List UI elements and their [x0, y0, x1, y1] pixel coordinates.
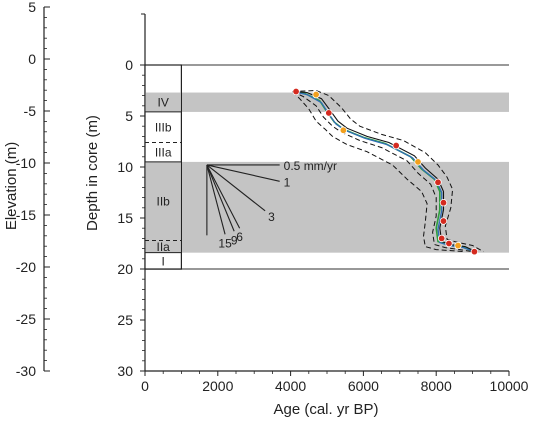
lithology-unit-label: IIIa [155, 146, 172, 160]
lithology-unit-fill [145, 240, 181, 253]
dated-sample-point [445, 239, 453, 248]
dated-sample-point [470, 247, 479, 256]
dated-samples-layer [292, 87, 479, 256]
age-model-line [292, 91, 473, 253]
age-model-line [292, 91, 466, 253]
elevation-tick-label: 0 [28, 51, 36, 67]
y-tick-label: 10 [117, 159, 133, 175]
axes-layer: 0 5 10 15 20 25 30 0 2000 4000 6000 8000 10000 5 0 -5 -1… [16, 0, 529, 394]
x-tick-label: 8000 [421, 378, 452, 394]
rate-line [206, 164, 235, 232]
x-tick-label: 10000 [490, 378, 529, 394]
rate-line [206, 164, 280, 182]
elevation-tick-label: -25 [16, 311, 36, 327]
x-tick-label: 0 [141, 378, 149, 394]
rate-line-label: 6 [236, 230, 243, 244]
rate-line [206, 164, 226, 235]
y-tick-label: 20 [117, 261, 133, 277]
y-tick-label: 15 [117, 210, 133, 226]
lithology-unit-fill [145, 161, 181, 241]
shaded-units-layer [145, 64, 509, 270]
rate-line-label: 3 [268, 210, 275, 224]
lithology-unit-label: IIa [157, 240, 171, 254]
dated-sample-point [325, 109, 333, 117]
elevation-tick-label: -10 [16, 155, 36, 171]
dated-sample-point [312, 90, 320, 99]
x-axis-label: Age (cal. yr BP) [273, 401, 378, 418]
rate-line-label: 1 [284, 175, 291, 189]
lithology-unit-label: IV [158, 96, 169, 110]
x-tick-label: 4000 [275, 378, 306, 394]
shaded-band [145, 161, 509, 253]
dated-sample-point [339, 126, 348, 134]
x-tick-label: 6000 [348, 378, 379, 394]
elevation-axis-label: Elevation (m) [3, 142, 20, 230]
x-tick-label: 2000 [202, 378, 233, 394]
lithology-unit-fill [145, 92, 181, 112]
rate-line-label: 9 [231, 233, 238, 247]
y-tick-label: 25 [117, 312, 133, 328]
elevation-tick-label: -15 [16, 207, 36, 223]
elevation-tick-label: -30 [16, 363, 36, 379]
rate-line-label: 0.5 mm/yr [284, 159, 337, 173]
y-tick-label: 30 [117, 363, 133, 379]
elevation-tick-label: 5 [28, 0, 36, 15]
lithology-unit-label: IIIb [155, 121, 172, 135]
dated-sample-point [437, 234, 446, 243]
lithology-unit-label: IIb [157, 195, 171, 209]
dated-sample-point [434, 178, 442, 186]
elevation-tick-label: -5 [24, 103, 37, 119]
dated-sample-point [414, 158, 422, 166]
dated-sample-point [292, 87, 300, 96]
dated-sample-point [439, 217, 448, 225]
dated-sample-point [454, 241, 462, 250]
y-tick-label: 5 [125, 108, 133, 124]
rate-line [206, 164, 266, 212]
y-axis-label: Depth in core (m) [84, 115, 101, 231]
y-tick-label: 0 [125, 57, 133, 73]
dated-sample-point [392, 141, 400, 150]
rate-line-label: 15 [218, 236, 232, 250]
rate-line [206, 164, 241, 229]
dated-sample-point [439, 198, 448, 207]
lithology-unit-label: I [162, 254, 165, 268]
shaded-band [145, 92, 509, 112]
elevation-tick-label: -20 [16, 259, 36, 275]
